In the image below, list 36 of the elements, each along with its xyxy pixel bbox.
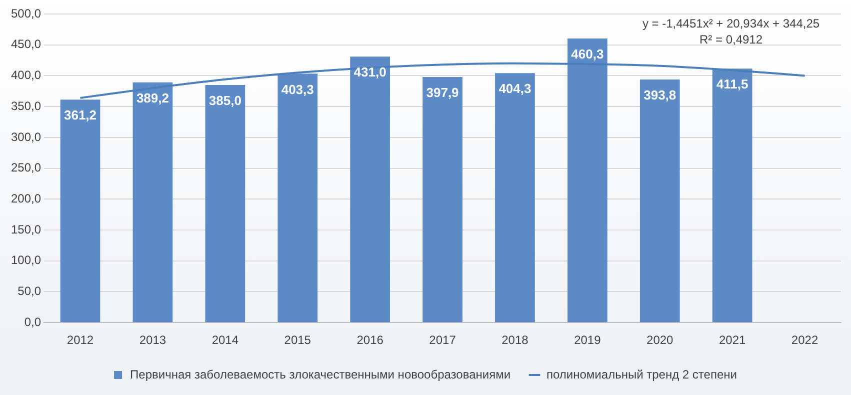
y-tick-label: 400,0: [11, 68, 42, 82]
data-label: 404,3: [498, 81, 532, 96]
y-tick-label: 50,0: [18, 284, 42, 298]
x-tick-label: 2020: [646, 333, 674, 348]
data-label: 361,2: [64, 108, 97, 123]
legend-label: Первичная заболеваемость злокачественными новообразованиями: [130, 367, 511, 382]
y-tick-label: 150,0: [11, 222, 42, 236]
x-tick-label: 2017: [429, 333, 456, 348]
x-tick-label: 2014: [212, 333, 239, 348]
annotation: R² = 0,4912: [699, 32, 763, 46]
y-tick-label: 200,0: [11, 191, 42, 206]
x-tick-label: 2022: [791, 333, 818, 348]
data-label: 431,0: [354, 64, 386, 80]
x-tick-label: 2016: [356, 333, 384, 348]
data-label: 389,2: [136, 90, 169, 106]
y-tick-label: 500,0: [11, 6, 42, 20]
data-label: 411,5: [716, 76, 748, 92]
data-label: 393,8: [644, 88, 676, 103]
data-label: 460,3: [571, 46, 604, 62]
y-tick-label: 350,0: [11, 98, 42, 113]
x-tick-label: 2018: [502, 333, 529, 348]
annotation: y = -1,4451x² + 20,934x + 344,25: [642, 16, 820, 30]
data-label: 397,9: [426, 85, 459, 100]
legend-label: полиномиальный тренд 2 степени: [546, 367, 737, 382]
data-label: 385,0: [208, 93, 242, 108]
y-tick-label: 250,0: [11, 160, 42, 175]
x-tick-label: 2021: [718, 333, 746, 348]
y-tick-label: 450,0: [11, 37, 42, 52]
x-tick-label: 2019: [574, 333, 602, 348]
y-tick-label: 0,0: [24, 314, 42, 329]
data-label: 403,3: [281, 82, 314, 97]
x-tick-label: 2012: [66, 333, 94, 348]
x-tick-label: 2013: [139, 333, 166, 348]
y-tick-label: 300,0: [11, 130, 42, 144]
y-tick-label: 100,0: [11, 253, 42, 268]
x-tick-label: 2015: [284, 333, 312, 348]
